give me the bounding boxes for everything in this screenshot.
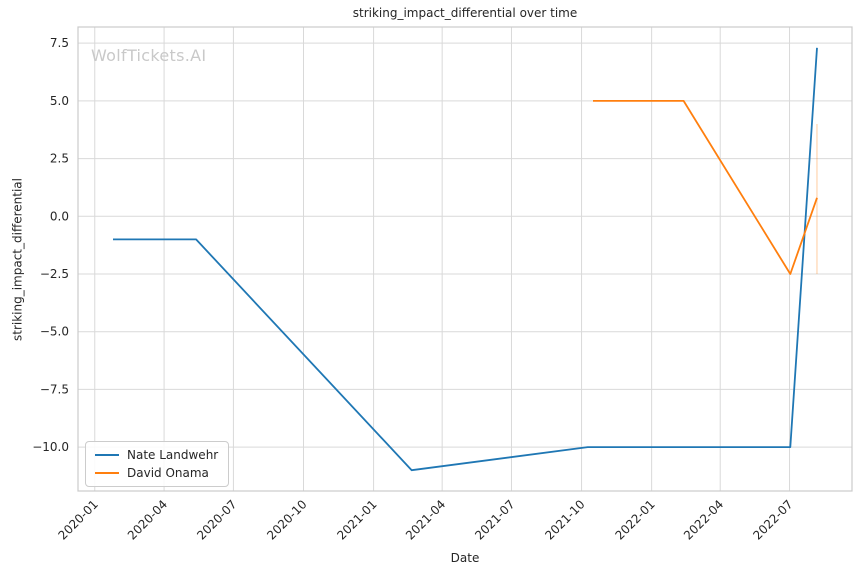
- y-tick-label: 0.0: [50, 209, 69, 223]
- y-tick-label: −2.5: [40, 267, 69, 281]
- x-tick-label: 2020-01: [56, 497, 101, 542]
- legend-item-david-onama: David Onama: [95, 465, 218, 481]
- x-tick-label: 2020-10: [264, 497, 309, 542]
- chart-title: striking_impact_differential over time: [352, 6, 578, 20]
- plot-border: [77, 26, 853, 492]
- x-tick-label: 2021-01: [334, 497, 379, 542]
- x-tick-label: 2022-01: [612, 497, 657, 542]
- x-tick-label: 2021-07: [472, 497, 517, 542]
- series-line-nate-landwehr: [113, 47, 818, 472]
- x-axis-label: Date: [450, 551, 480, 565]
- x-tick-label: 2022-04: [681, 497, 726, 542]
- legend-label: Nate Landwehr: [127, 448, 219, 462]
- y-tick-label: −10.0: [32, 440, 69, 454]
- x-tick-label: 2021-10: [542, 497, 587, 542]
- y-tick-label: −7.5: [40, 382, 69, 396]
- legend: Nate Landwehr David Onama: [85, 441, 230, 487]
- legend-swatch-icon: [95, 454, 119, 456]
- y-tick-label: −5.0: [40, 325, 69, 339]
- legend-label: David Onama: [127, 466, 209, 480]
- watermark: WolfTickets.AI: [91, 46, 207, 65]
- y-axis-label: striking_impact_differential: [10, 178, 25, 342]
- legend-item-nate-landwehr: Nate Landwehr: [95, 447, 218, 463]
- y-tick-label: 5.0: [50, 94, 69, 108]
- x-tick-label: 2020-07: [194, 497, 239, 542]
- y-tick-label: 7.5: [50, 36, 69, 50]
- x-tick-label: 2022-07: [750, 497, 795, 542]
- x-tick-label: 2020-04: [125, 497, 170, 542]
- legend-swatch-icon: [95, 472, 119, 474]
- series-line-david-onama: [593, 100, 818, 275]
- x-tick-label: 2021-04: [403, 497, 448, 542]
- y-tick-label: 2.5: [50, 152, 69, 166]
